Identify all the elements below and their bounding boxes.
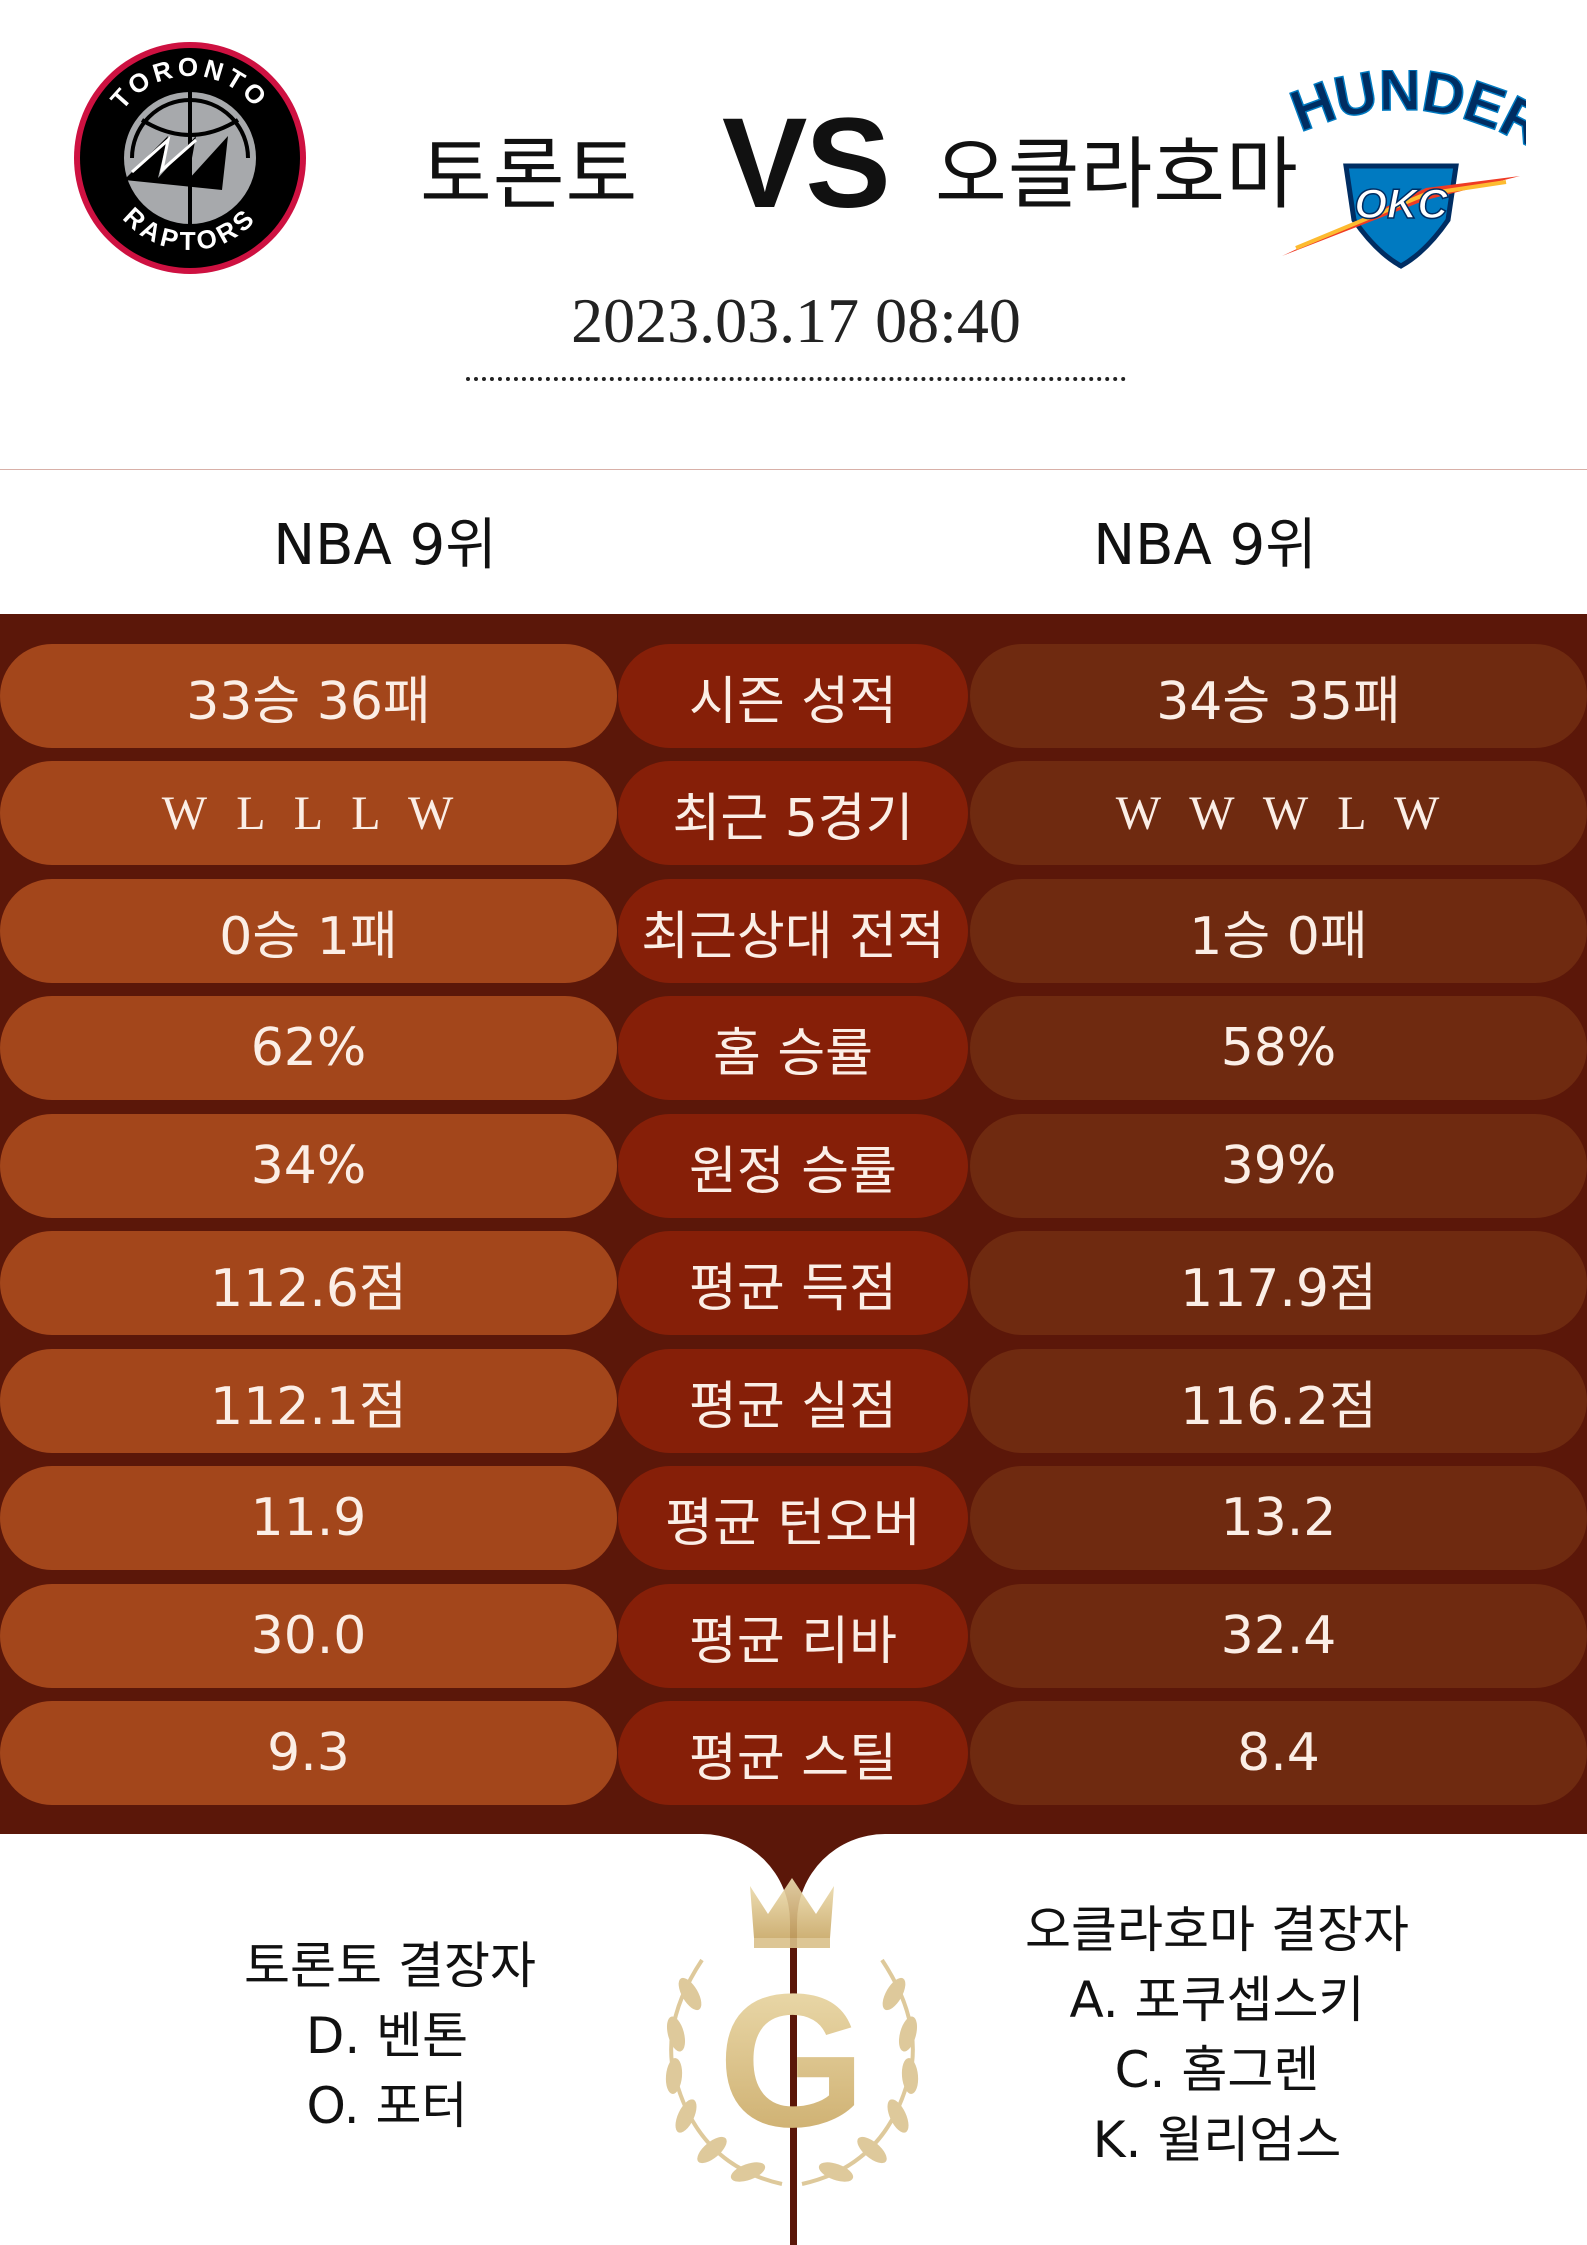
stat-label: 평균 턴오버: [618, 1466, 968, 1570]
stat-row-avg-rebounds: 30.0 평균 리바 32.4: [0, 1584, 1587, 1688]
match-header: TORONTO RAPTORS 토론토 VS 오클라호마 THUNDER OKC…: [0, 0, 1587, 470]
emblem-letter: G: [718, 1955, 866, 2167]
toronto-raptors-logo-icon: TORONTO RAPTORS: [74, 42, 306, 274]
thunder-wordmark: THUNDER: [1276, 70, 1526, 161]
away-stat-value: 32.4: [970, 1584, 1587, 1688]
svg-text:THUNDER: THUNDER: [1276, 70, 1526, 160]
away-stat-value: 58%: [970, 996, 1587, 1100]
home-stat-value: 34%: [0, 1114, 617, 1218]
center-divider: [792, 1834, 795, 2245]
away-league-rank: NBA 9위: [1093, 513, 1317, 578]
home-stat-value: 112.6점: [0, 1231, 617, 1335]
home-team-name: 토론토: [420, 130, 639, 220]
away-injury-card: 오클라호마 결장자 A. 포쿠셉스키 C. 홈그렌 K. 윌리엄스: [797, 1834, 1587, 2245]
home-stat-value: 0승 1패: [0, 879, 617, 983]
home-injured-player: O. 포터: [306, 2077, 468, 2135]
home-stat-value: 11.9: [0, 1466, 617, 1570]
stat-label: 원정 승률: [618, 1114, 968, 1218]
stat-label: 평균 스틸: [618, 1701, 968, 1805]
home-recent-form: W L L L W: [0, 761, 617, 865]
away-injured-player: K. 윌리엄스: [1092, 2111, 1342, 2169]
away-injured-player: C. 홈그렌: [1114, 2041, 1320, 2099]
away-recent-form: W W W L W: [970, 761, 1587, 865]
away-injured-player: A. 포쿠셉스키: [1069, 1971, 1365, 2029]
date-underline-divider: [466, 377, 1126, 381]
away-stat-value: 116.2점: [970, 1349, 1587, 1453]
away-injury-title: 오클라호마 결장자: [1025, 1901, 1409, 1959]
away-team-name: 오클라호마: [935, 130, 1299, 220]
home-league-rank: NBA 9위: [273, 513, 497, 578]
stat-label: 시즌 성적: [618, 644, 968, 748]
home-injured-player: D. 벤톤: [305, 2007, 469, 2065]
stat-row-avg-steals: 9.3 평균 스틸 8.4: [0, 1701, 1587, 1805]
home-stat-value: 33승 36패: [0, 644, 617, 748]
away-stat-value: 13.2: [970, 1466, 1587, 1570]
stat-row-avg-allowed: 112.1점 평균 실점 116.2점: [0, 1349, 1587, 1453]
stat-row-home-win-rate: 62% 홈 승률 58%: [0, 996, 1587, 1100]
vs-label: VS: [722, 92, 891, 235]
away-stat-value: 34승 35패: [970, 644, 1587, 748]
stat-row-recent-form: W L L L W 최근 5경기 W W W L W: [0, 761, 1587, 865]
home-stat-value: 112.1점: [0, 1349, 617, 1453]
stat-row-avg-turnovers: 11.9 평균 턴오버 13.2: [0, 1466, 1587, 1570]
away-stat-value: 8.4: [970, 1701, 1587, 1805]
okc-shield-text: OKC: [1354, 180, 1448, 227]
stats-comparison-panel: 33승 36패 시즌 성적 34승 35패 W L L L W 최근 5경기 W…: [0, 614, 1587, 1834]
stat-label: 홈 승률: [618, 996, 968, 1100]
home-injury-card: 토론토 결장자 D. 벤톤 O. 포터: [0, 1834, 790, 2245]
away-stat-value: 117.9점: [970, 1231, 1587, 1335]
stat-label: 평균 리바: [618, 1584, 968, 1688]
stat-row-away-win-rate: 34% 원정 승률 39%: [0, 1114, 1587, 1218]
stat-row-avg-points: 112.6점 평균 득점 117.9점: [0, 1231, 1587, 1335]
away-stat-value: 1승 0패: [970, 879, 1587, 983]
stat-row-head-to-head: 0승 1패 최근상대 전적 1승 0패: [0, 879, 1587, 983]
home-stat-value: 30.0: [0, 1584, 617, 1688]
stat-row-season-record: 33승 36패 시즌 성적 34승 35패: [0, 644, 1587, 748]
header-divider: [0, 469, 1587, 470]
gold-g-laurel-crown-emblem-icon: G: [665, 1878, 919, 2186]
home-injury-title: 토론토 결장자: [244, 1937, 536, 1995]
home-stat-value: 62%: [0, 996, 617, 1100]
home-stat-value: 9.3: [0, 1701, 617, 1805]
stat-label: 평균 득점: [618, 1231, 968, 1335]
okc-thunder-logo-icon: THUNDER OKC: [1276, 70, 1526, 269]
stat-label: 평균 실점: [618, 1349, 968, 1453]
match-datetime: 2023.03.17 08:40: [571, 285, 1021, 356]
stat-label: 최근 5경기: [618, 761, 968, 865]
away-stat-value: 39%: [970, 1114, 1587, 1218]
stat-label: 최근상대 전적: [618, 879, 968, 983]
